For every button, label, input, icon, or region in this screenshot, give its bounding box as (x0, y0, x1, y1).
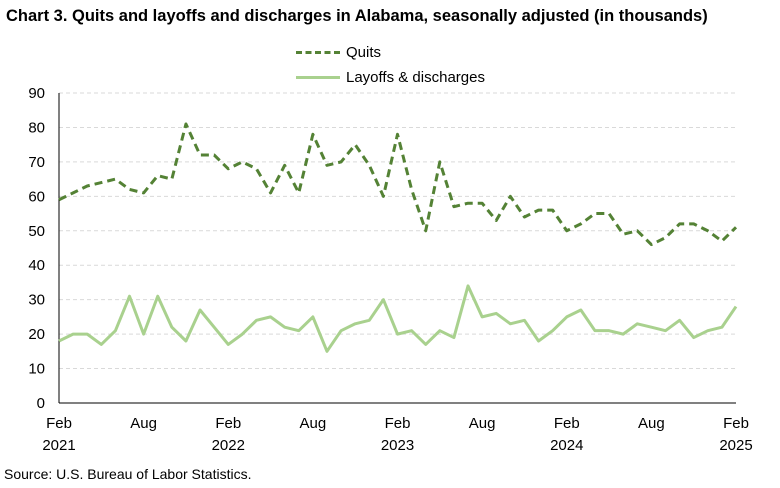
y-tick-label: 60 (28, 188, 45, 205)
x-tick-label-year: 2024 (550, 437, 583, 454)
x-tick-label-year: 2022 (212, 437, 245, 454)
x-tick-label-month: Feb (723, 415, 749, 432)
x-tick-label-month: Feb (46, 415, 72, 432)
legend-item-quits: Quits (296, 40, 485, 65)
legend-label-quits: Quits (346, 44, 382, 61)
y-tick-label: 10 (28, 361, 45, 378)
y-tick-label: 0 (37, 395, 45, 412)
y-tick-label: 20 (28, 326, 45, 343)
y-tick-label: 40 (28, 257, 45, 274)
y-tick-label: 30 (28, 292, 45, 309)
x-tick-label-year: 2021 (42, 437, 75, 454)
legend: Quits Layoffs & discharges (296, 40, 485, 90)
y-tick-label: 50 (28, 223, 45, 240)
x-tick-label-month: Aug (300, 415, 327, 432)
legend-swatch-quits (296, 51, 340, 54)
x-tick-label-month: Feb (554, 415, 580, 432)
y-tick-label: 90 (28, 85, 45, 102)
y-tick-label: 80 (28, 119, 45, 136)
x-tick-label-month: Aug (130, 415, 157, 432)
x-tick-label-year: 2023 (381, 437, 414, 454)
x-tick-label-month: Aug (469, 415, 496, 432)
x-tick-label-month: Feb (215, 415, 241, 432)
legend-item-layoffs: Layoffs & discharges (296, 65, 485, 90)
series-line-layoffs-discharges (58, 284, 738, 353)
x-tick-label-year: 2025 (719, 437, 752, 454)
x-tick-label-month: Aug (638, 415, 665, 432)
source-note: Source: U.S. Bureau of Labor Statistics. (4, 466, 252, 482)
chart-title: Chart 3. Quits and layoffs and discharge… (6, 7, 708, 25)
legend-label-layoffs: Layoffs & discharges (346, 69, 485, 86)
y-tick-label: 70 (28, 154, 45, 171)
x-tick-label-month: Feb (385, 415, 411, 432)
legend-swatch-layoffs (296, 76, 340, 79)
series-line-quits (58, 122, 738, 247)
